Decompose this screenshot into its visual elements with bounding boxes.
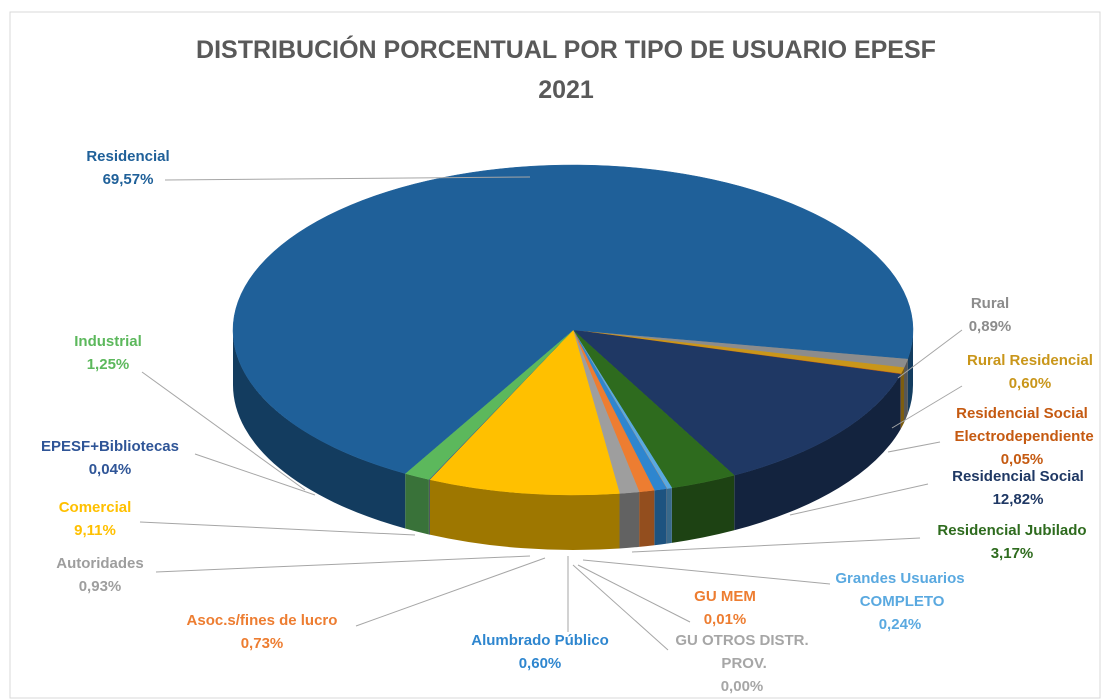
leader-line: [577, 564, 691, 623]
slice-side: [429, 479, 620, 550]
category-label: GU MEM: [694, 588, 756, 605]
leader-line: [891, 385, 963, 429]
value-label: 0,60%: [1009, 375, 1052, 392]
leader-line: [155, 555, 531, 573]
category-label: Rural Residencial: [967, 352, 1093, 369]
leader-line: [887, 441, 941, 453]
slice-side: [639, 490, 655, 547]
slice-side: [233, 330, 406, 529]
slice-side: [907, 330, 913, 414]
leader-line: [164, 176, 531, 181]
leader-line: [355, 557, 546, 627]
category-label: Comercial: [59, 499, 132, 516]
leader-line: [897, 329, 963, 379]
value-label: 0,24%: [879, 616, 922, 633]
value-label: 12,82%: [993, 491, 1044, 508]
leader-line: [139, 521, 416, 536]
category-label: Residencial Jubilado: [937, 522, 1086, 539]
slice: [429, 329, 620, 496]
slice-side: [428, 479, 430, 535]
leader-line: [582, 559, 831, 585]
chart-title: DISTRIBUCIÓN PORCENTUAL POR TIPO DE USUA…: [196, 34, 936, 64]
value-label: 0,04%: [89, 461, 132, 478]
slice-side: [654, 488, 667, 546]
value-label: 0,93%: [79, 578, 122, 595]
value-label: 9,11%: [74, 522, 116, 539]
category-label: Residencial Social: [952, 468, 1084, 485]
category-label-line: Electrodependiente: [950, 428, 1093, 445]
category-label: Asoc.s/fines de lucro: [187, 612, 338, 629]
category-label: GU OTROS DISTR. PROV.: [675, 632, 808, 672]
slice-side: [671, 475, 735, 543]
value-label: 3,17%: [991, 545, 1034, 562]
value-label: 0,00%: [721, 678, 764, 695]
category-label: Rural: [971, 295, 1009, 312]
category-label: Residencial Social Electrodependiente: [950, 405, 1093, 445]
slice-side: [405, 473, 429, 535]
category-label: Alumbrado Público: [471, 632, 609, 649]
slice: [232, 164, 914, 474]
chart-title: 2021: [538, 76, 594, 104]
value-label: 0,60%: [519, 655, 562, 672]
slice-side: [666, 487, 672, 544]
category-label: Industrial: [74, 333, 142, 350]
category-label-line: GU OTROS DISTR.: [675, 632, 808, 649]
slice-side: [734, 374, 901, 531]
category-label: Residencial: [86, 148, 169, 165]
value-label: 0,89%: [969, 318, 1012, 335]
slice-side: [904, 358, 908, 423]
category-label-line: PROV.: [717, 655, 766, 672]
category-label-line: COMPLETO: [856, 593, 945, 610]
value-label: 0,01%: [704, 611, 747, 628]
leader-line: [631, 537, 921, 553]
category-label-line: Residencial Social: [956, 405, 1088, 422]
category-label-line: Grandes Usuarios: [835, 570, 964, 587]
leader-line: [141, 371, 306, 491]
slice-side: [900, 367, 905, 429]
category-label: EPESF+Bibliotecas: [41, 438, 179, 455]
slice-side: [619, 491, 640, 549]
slice: [572, 329, 901, 476]
value-label: 1,25%: [87, 356, 130, 373]
category-label: Autoridades: [56, 555, 144, 572]
value-label: 0,05%: [1001, 451, 1044, 468]
category-label: Grandes Usuarios COMPLETO: [835, 570, 964, 610]
value-label: 0,73%: [241, 635, 284, 652]
leader-line: [572, 564, 669, 651]
leader-line: [789, 483, 929, 516]
value-label: 69,57%: [103, 171, 154, 188]
leader-line: [194, 453, 316, 496]
